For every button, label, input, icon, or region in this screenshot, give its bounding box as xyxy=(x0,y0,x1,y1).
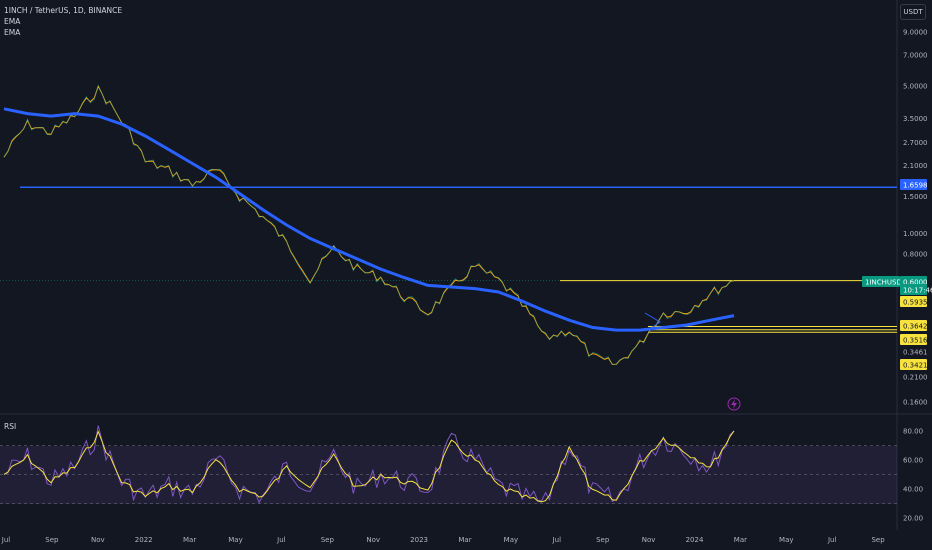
rsi-axis[interactable]: 80.00 60.00 40.00 20.00 xyxy=(903,428,923,523)
rsi-label[interactable]: RSI xyxy=(4,422,17,431)
price-label-box xyxy=(900,346,927,357)
price-label-box xyxy=(900,320,927,331)
price-label-text: 1.6598 xyxy=(903,182,928,190)
time-tick-label: May xyxy=(228,536,242,544)
indicator-ema-1[interactable]: EMA xyxy=(4,17,21,26)
price-tick-label: 1.5000 xyxy=(903,193,928,201)
time-tick-label: Sep xyxy=(321,536,335,544)
price-tick-label: 1.0000 xyxy=(903,230,928,238)
price-label-box xyxy=(900,296,927,307)
price-series-line xyxy=(3,85,735,365)
price-tick-label: 5.0000 xyxy=(903,82,928,90)
time-tick-label: 2024 xyxy=(686,536,704,544)
indicator-ema-2[interactable]: EMA xyxy=(4,28,21,37)
price-tick-label: 7.0000 xyxy=(903,52,928,60)
price-tick-label: 2.1000 xyxy=(903,162,928,170)
rsi-series-line xyxy=(3,425,735,504)
price-label-text: 0.3516 xyxy=(903,337,928,345)
price-tick-label: 3.5000 xyxy=(903,115,928,123)
price-label-box xyxy=(900,284,927,295)
symbol-title[interactable]: 1INCH / TetherUS, 1D, BINANCE xyxy=(4,6,123,15)
currency-button[interactable]: USDT xyxy=(900,4,926,20)
rsi-ma-line xyxy=(3,430,735,503)
time-tick-label: Mar xyxy=(734,536,747,544)
ema-series-line xyxy=(3,107,735,332)
price-label-text: 0.3421 xyxy=(903,362,928,370)
trendline-shape xyxy=(644,312,661,331)
time-tick-label: Sep xyxy=(45,536,59,544)
time-tick-label: Mar xyxy=(183,536,196,544)
time-tick-label: Sep xyxy=(596,536,610,544)
time-tick-label: Jul xyxy=(276,536,286,544)
price-axis[interactable]: 9.0000 7.0000 5.0000 3.5000 2.7000 2.1000 1.50… xyxy=(903,29,928,407)
price-series-highlight xyxy=(3,84,735,366)
lightning-icon[interactable] xyxy=(727,397,741,411)
time-tick-label: Sep xyxy=(871,536,885,544)
time-tick-label: Mar xyxy=(458,536,471,544)
price-label-text: 10:17:46 xyxy=(903,287,932,295)
time-axis[interactable]: Jul Sep Nov 2022 Mar May Jul Sep Nov 2023 Mar May Ju… xyxy=(1,536,885,544)
time-tick-label: Nov xyxy=(642,536,656,544)
time-tick-label: May xyxy=(504,536,518,544)
time-tick-label: May xyxy=(779,536,793,544)
price-tick-label: 0.1600 xyxy=(903,399,928,407)
time-tick-label: 2022 xyxy=(135,536,153,544)
chart-legend: 1INCH / TetherUS, 1D, BINANCE EMA EMA xyxy=(4,5,122,38)
price-label-text: 1INCHUSDT xyxy=(865,279,907,287)
price-label-box xyxy=(900,179,927,190)
rsi-tick-label: 60.00 xyxy=(903,457,923,465)
time-tick-label: 2023 xyxy=(410,536,428,544)
rsi-band xyxy=(0,446,897,504)
time-tick-label: Nov xyxy=(366,536,380,544)
time-tick-label: Jul xyxy=(827,536,837,544)
price-tick-label: 9.0000 xyxy=(903,29,928,37)
time-tick-label: Jul xyxy=(552,536,562,544)
rsi-tick-label: 20.00 xyxy=(903,515,923,523)
horizontal-levels xyxy=(0,186,897,333)
price-tick-label: 2.7000 xyxy=(903,139,928,147)
price-tick-label: 0.2100 xyxy=(903,374,928,382)
time-tick-label: Jul xyxy=(1,536,11,544)
rsi-tick-label: 40.00 xyxy=(903,486,923,494)
price-tick-label: 0.8000 xyxy=(903,251,928,259)
price-label-text: 0.3461 xyxy=(903,349,928,357)
time-tick-label: Nov xyxy=(91,536,105,544)
price-label-box xyxy=(862,276,900,287)
price-label-box xyxy=(900,334,927,345)
price-label-text: 0.6000 xyxy=(903,279,928,287)
price-label-text: 0.3642 xyxy=(903,323,928,331)
price-label-text: 0.5935 xyxy=(903,299,928,307)
rsi-tick-label: 80.00 xyxy=(903,428,923,436)
price-label-box xyxy=(900,359,927,370)
